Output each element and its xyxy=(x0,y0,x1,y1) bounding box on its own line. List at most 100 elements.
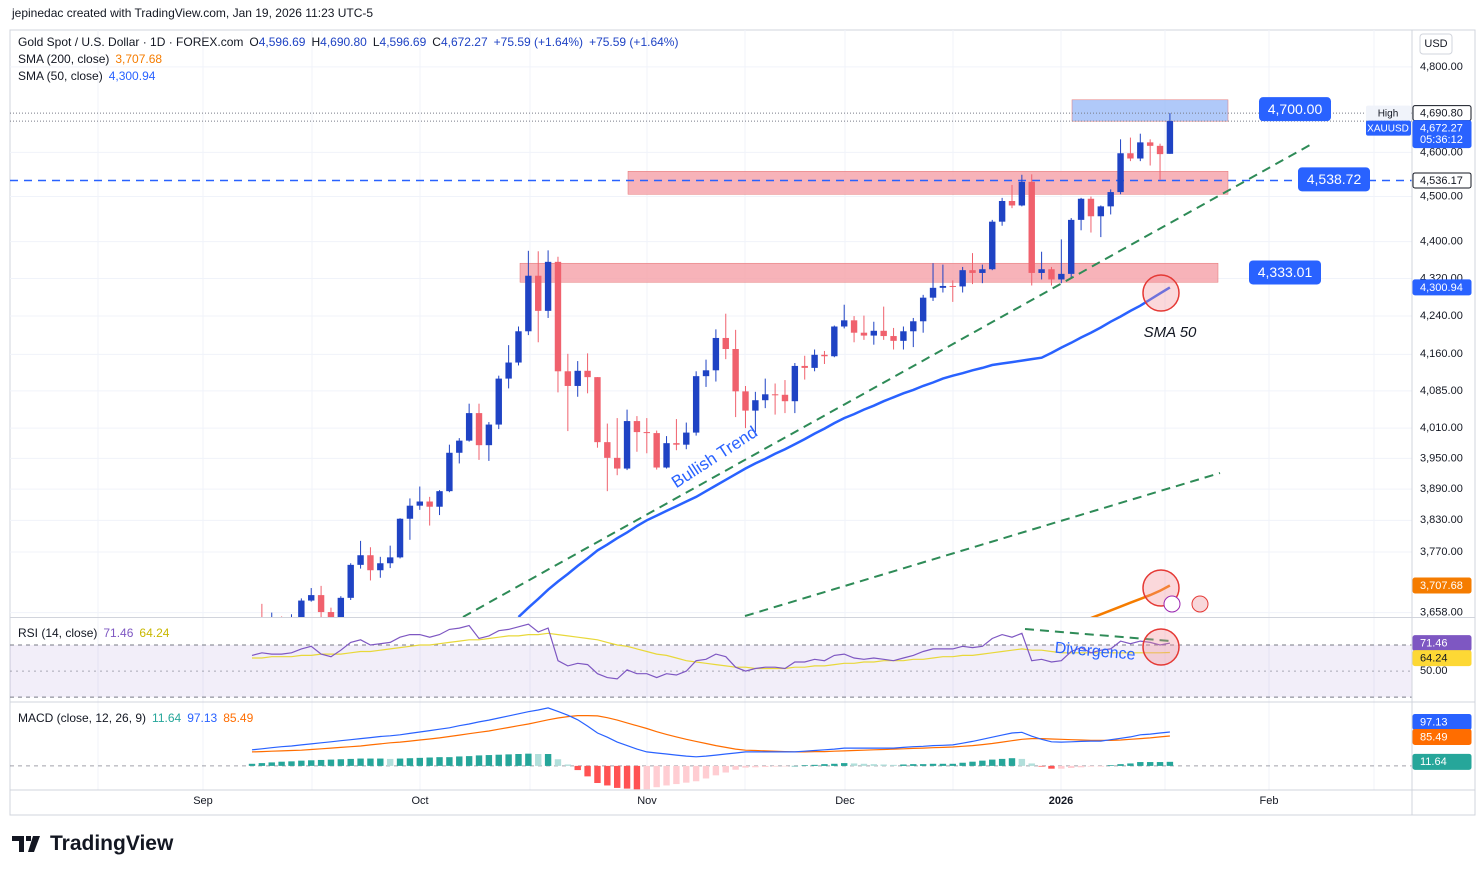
candle-body xyxy=(939,285,947,288)
change: +75.59 (+1.64%) xyxy=(493,35,584,49)
event-icon[interactable] xyxy=(1163,595,1181,613)
macd-hist xyxy=(959,762,966,766)
macd-hist xyxy=(1038,765,1045,767)
candle-body xyxy=(860,332,868,336)
macd-hist xyxy=(308,760,315,766)
candle-body xyxy=(406,505,414,519)
indicator-value: 4,300.94 xyxy=(108,69,156,83)
legend: Gold Spot / U.S. Dollar · 1D · FOREX.com… xyxy=(18,35,678,49)
legend: SMA (200, close) 3,707.68 xyxy=(18,52,162,66)
candle-body xyxy=(327,612,335,617)
candle-body xyxy=(781,394,789,402)
footer: TradingView xyxy=(12,832,173,856)
ohlc-value: 4,596.69 xyxy=(379,35,427,49)
price-pane xyxy=(10,66,1412,617)
candle-body xyxy=(485,424,493,446)
price-bubble-label: 4,333.01 xyxy=(1258,264,1313,280)
macd-hist xyxy=(564,764,572,766)
macd-hist xyxy=(594,765,601,784)
macd-hist xyxy=(465,756,473,766)
indicator-name[interactable]: RSI (14, close) xyxy=(18,626,98,640)
macd-hist xyxy=(643,765,650,790)
macd-hist xyxy=(416,757,423,766)
y-tick-label: 4,800.00 xyxy=(1420,61,1463,73)
divergence-line xyxy=(1024,628,1171,642)
event-icon[interactable] xyxy=(1191,595,1209,613)
macd-hist xyxy=(702,765,710,779)
currency-box[interactable] xyxy=(1419,33,1453,55)
macd-hist xyxy=(1107,765,1114,766)
macd-hist xyxy=(732,765,739,770)
axis-tag xyxy=(1412,279,1472,296)
ohlc: H4,690.80 xyxy=(311,35,366,49)
candle-body xyxy=(1038,269,1045,273)
indicator-name[interactable]: SMA (200, close) xyxy=(18,52,110,66)
macd-hist xyxy=(1127,763,1134,766)
candle-body xyxy=(929,287,937,298)
candle-body xyxy=(1166,121,1174,154)
macd-hist xyxy=(910,764,917,766)
macd-hist xyxy=(456,756,463,766)
y-tick-label: 4,400.00 xyxy=(1420,236,1463,248)
ohlc-key: C xyxy=(432,35,441,49)
candle-body xyxy=(989,221,996,270)
candle-body xyxy=(673,443,680,445)
macd-hist xyxy=(278,761,285,766)
symbol-tag-label: High xyxy=(1378,108,1399,119)
axis-tag-label: 4,536.17 xyxy=(1420,175,1463,187)
macd-hist xyxy=(989,759,996,766)
macd-hist xyxy=(386,758,394,766)
macd-hist xyxy=(613,765,621,788)
trend-line xyxy=(462,144,1311,618)
macd-hist xyxy=(663,765,670,786)
indicator-value: 97.13 xyxy=(187,711,218,725)
candle-body xyxy=(692,376,700,433)
y-tick-label: 3,950.00 xyxy=(1420,452,1463,464)
candle-body xyxy=(347,564,354,598)
axis-tag-label: 64.24 xyxy=(1420,653,1448,665)
symbol-tag xyxy=(1366,105,1411,121)
axis-tag xyxy=(1412,753,1472,770)
rsi-pane xyxy=(10,623,1412,698)
macd-hist xyxy=(692,765,700,782)
symbol-tag xyxy=(1366,120,1411,136)
candle-body xyxy=(663,443,670,468)
candle-body xyxy=(979,269,986,273)
signal-line xyxy=(251,715,1170,753)
candle-body xyxy=(1127,153,1134,159)
macd-line xyxy=(251,707,1170,758)
macd-hist xyxy=(535,754,542,766)
candle-body xyxy=(653,433,660,468)
candle-body xyxy=(890,336,897,341)
macd-hist xyxy=(406,758,414,766)
candle-body xyxy=(880,330,887,337)
candle-body xyxy=(919,297,927,322)
macd-hist xyxy=(880,764,887,766)
ohlc: C4,672.27 xyxy=(432,35,487,49)
ohlc-value: 4,672.27 xyxy=(440,35,488,49)
candle-body xyxy=(623,421,631,469)
macd-hist xyxy=(1008,758,1016,766)
candle-body xyxy=(386,557,394,564)
header: jepinedac created with TradingView.com, … xyxy=(12,6,374,20)
macd-hist xyxy=(752,765,759,768)
macd-hist xyxy=(544,754,552,766)
y-tick-label: 3,890.00 xyxy=(1420,483,1463,495)
candle-body xyxy=(1058,273,1065,280)
candle-body xyxy=(811,354,818,368)
macd-hist xyxy=(1058,765,1065,769)
indicator-name[interactable]: MACD (close, 12, 26, 9) xyxy=(18,711,147,725)
candle-body xyxy=(1156,145,1164,155)
candle-body xyxy=(1117,153,1124,193)
symbol[interactable]: Gold Spot / U.S. Dollar · 1D · FOREX.com xyxy=(18,35,244,49)
axis-tag-label: 11.64 xyxy=(1420,756,1447,768)
legend: MACD (close, 12, 26, 9) 11.64 97.13 85.49 xyxy=(18,711,253,725)
indicator-name[interactable]: SMA (50, close) xyxy=(18,69,103,83)
candle-body xyxy=(1018,181,1026,206)
candle-body xyxy=(436,491,443,507)
candle-body xyxy=(456,440,463,453)
candle-body xyxy=(850,320,858,333)
indicator-value: 64.24 xyxy=(139,626,170,640)
candle-body xyxy=(1008,200,1016,206)
